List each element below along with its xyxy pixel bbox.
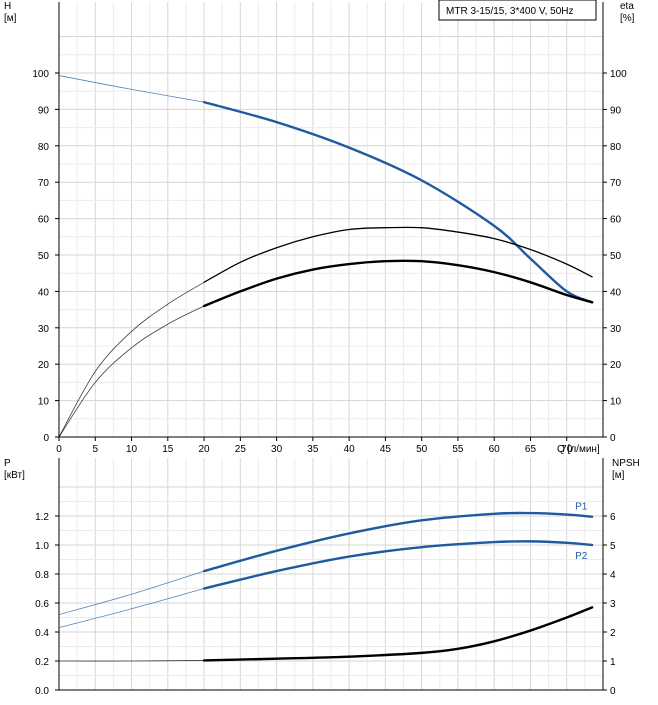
series-P2-line — [202, 540, 594, 590]
y2-tick-label: 50 — [610, 251, 622, 262]
y-tick-label: 0.4 — [35, 628, 49, 639]
y-tick-label: 0.0 — [35, 686, 49, 697]
x-tick-label: 40 — [344, 444, 356, 455]
y2-tick-label: 4 — [610, 570, 616, 581]
x-tick-label: 45 — [380, 444, 392, 455]
x-tick-label: 60 — [489, 444, 501, 455]
series-P2-extension — [58, 588, 205, 629]
x-tick-label: 50 — [416, 444, 428, 455]
label-layer: 0102030405060708090100010203040506070809… — [4, 1, 640, 697]
y2-tick-label: 60 — [610, 215, 622, 226]
axis-title-line: eta — [620, 1, 634, 12]
y-tick-label: 80 — [38, 142, 50, 153]
y-tick-label: 30 — [38, 324, 50, 335]
y2-tick-label: 30 — [610, 324, 622, 335]
y2-tick-label: 2 — [610, 628, 616, 639]
axis-title-line: [м] — [612, 470, 625, 481]
axis-title-line: NPSH — [612, 458, 640, 469]
y-tick-label: 100 — [32, 69, 49, 80]
axis-title-line: [кВт] — [4, 470, 25, 481]
y2-tick-label: 20 — [610, 360, 622, 371]
y2-tick-label: 3 — [610, 599, 616, 610]
x-tick-label: 30 — [271, 444, 283, 455]
axis-layer — [55, 2, 607, 691]
y-tick-label: 0.2 — [35, 657, 49, 668]
series-eta_lower-extension — [58, 305, 205, 438]
x-tick-label: 55 — [452, 444, 464, 455]
legend-text: MTR 3-15/15, 3*400 V, 50Hz — [446, 6, 573, 17]
x-tick-label: 65 — [525, 444, 537, 455]
y-tick-label: 90 — [38, 105, 50, 116]
y2-tick-label: 70 — [610, 178, 622, 189]
x-tick-label: 5 — [92, 444, 98, 455]
y-tick-label: 0.6 — [35, 599, 49, 610]
y2-tick-label: 0 — [610, 433, 616, 444]
y-tick-label: 10 — [38, 397, 50, 408]
y-tick-label: 1.0 — [35, 541, 49, 552]
y2-tick-label: 0 — [610, 686, 616, 697]
series-eta_upper-line — [203, 226, 593, 283]
y2-tick-label: 5 — [610, 541, 616, 552]
x-tick-label: 0 — [56, 444, 62, 455]
series-P1-extension — [58, 570, 205, 615]
series-P1-line — [202, 511, 594, 573]
y2-tick-label: 1 — [610, 657, 616, 668]
series-NPSH-line — [202, 606, 594, 662]
x-tick-label: 70 — [561, 444, 573, 455]
series-H-line — [202, 100, 594, 304]
x-axis-label: Q [л/мин] — [557, 444, 600, 455]
y-tick-label: 0 — [43, 433, 49, 444]
y-tick-label: 1.2 — [35, 512, 49, 523]
x-tick-label: 20 — [199, 444, 211, 455]
series-layer — [58, 75, 594, 662]
axis-title-line: [м] — [4, 13, 17, 24]
series-NPSH-extension — [58, 660, 205, 662]
axis-title-line: H — [4, 1, 11, 12]
y2-tick-label: 10 — [610, 397, 622, 408]
y-tick-label: 40 — [38, 287, 50, 298]
series-label-P1: P1 — [575, 502, 588, 513]
y2-tick-label: 6 — [610, 512, 616, 523]
x-tick-label: 35 — [307, 444, 319, 455]
y2-tick-label: 80 — [610, 142, 622, 153]
series-eta_lower-line — [202, 259, 594, 308]
axis-title-line: P — [4, 458, 11, 469]
x-tick-label: 25 — [235, 444, 247, 455]
y2-tick-label: 40 — [610, 287, 622, 298]
y-tick-label: 60 — [38, 215, 50, 226]
y-tick-label: 20 — [38, 360, 50, 371]
x-tick-label: 10 — [126, 444, 138, 455]
y2-tick-label: 90 — [610, 105, 622, 116]
axis-title-line: [%] — [620, 13, 635, 24]
legend-box: MTR 3-15/15, 3*400 V, 50Hz — [438, 0, 597, 21]
x-tick-label: 15 — [162, 444, 174, 455]
y-tick-label: 70 — [38, 178, 50, 189]
grid-layer — [58, 2, 604, 691]
y2-tick-label: 100 — [610, 69, 627, 80]
series-H-extension — [58, 75, 205, 103]
y-tick-label: 0.8 — [35, 570, 49, 581]
series-eta_upper-extension — [58, 281, 205, 438]
y-tick-label: 50 — [38, 251, 50, 262]
series-label-P2: P2 — [575, 551, 588, 562]
